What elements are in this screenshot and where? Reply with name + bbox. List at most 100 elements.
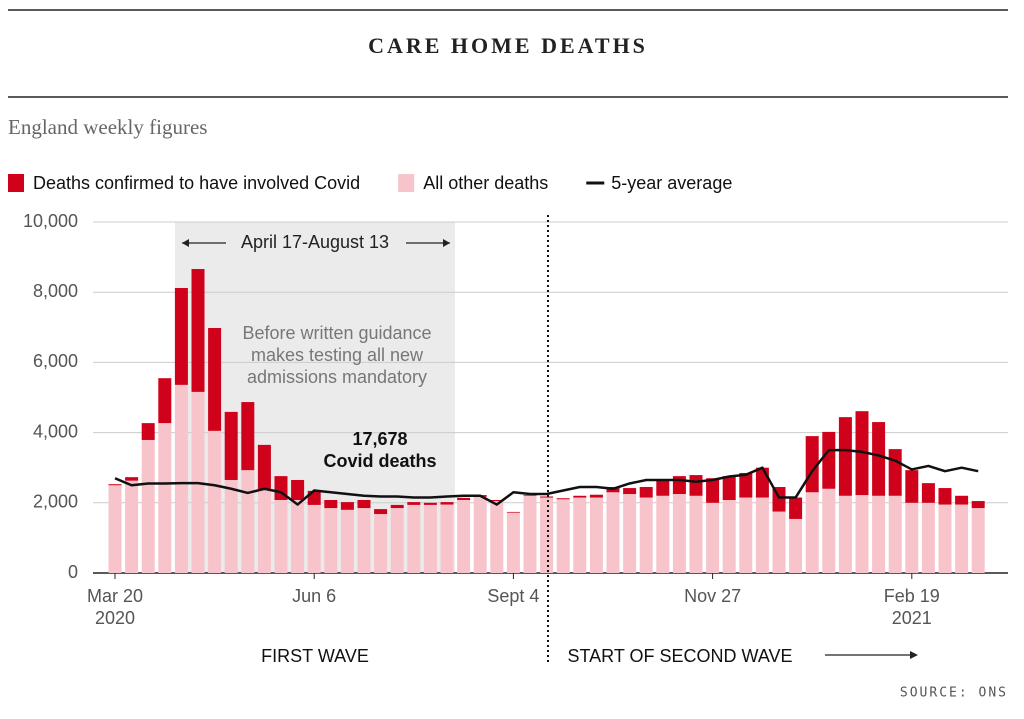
chart-subtitle: England weekly figures — [8, 115, 207, 139]
bar — [689, 495, 703, 573]
bar — [457, 497, 471, 500]
bar — [324, 508, 338, 573]
y-tick-label: 6,000 — [33, 351, 78, 371]
bar — [423, 502, 437, 505]
bar — [141, 423, 155, 440]
bar — [706, 478, 720, 503]
bar — [888, 449, 902, 496]
bar — [108, 484, 122, 486]
chart-title: CARE HOME DEATHS — [368, 33, 648, 58]
bar — [291, 499, 305, 573]
bar — [241, 470, 255, 573]
bar — [108, 485, 122, 573]
bar — [506, 511, 520, 513]
bar — [739, 497, 753, 573]
bar — [340, 509, 354, 573]
bar — [838, 417, 852, 496]
arrow-head — [910, 651, 918, 659]
bar — [755, 467, 769, 498]
bar — [955, 504, 969, 573]
bar — [357, 508, 371, 573]
bar — [623, 488, 637, 495]
bar — [739, 472, 753, 498]
bar — [822, 431, 836, 489]
bar — [722, 476, 736, 500]
bar — [374, 509, 388, 515]
bar — [955, 495, 969, 505]
bar — [208, 328, 222, 431]
bar — [390, 504, 404, 509]
x-tick-label: Jun 6 — [292, 586, 337, 606]
y-tick-label: 4,000 — [33, 421, 78, 441]
bar — [174, 287, 188, 385]
bar — [589, 497, 603, 573]
bar — [174, 384, 188, 573]
legend-label: All other deaths — [423, 173, 548, 193]
bar — [158, 423, 172, 573]
bar — [855, 495, 869, 573]
y-tick-label: 0 — [68, 562, 78, 582]
arrow-head — [182, 239, 189, 247]
bar — [158, 378, 172, 424]
bar — [307, 504, 321, 573]
bar — [357, 499, 371, 509]
bar — [490, 499, 504, 502]
bar — [291, 479, 305, 500]
bar — [755, 497, 769, 573]
bar — [423, 504, 437, 573]
bar — [938, 488, 952, 505]
bar — [506, 512, 520, 573]
bar — [440, 502, 454, 505]
total-note: 17,678 Covid deaths — [323, 429, 437, 471]
legend-label: Deaths confirmed to have involved Covid — [33, 173, 360, 193]
bar — [523, 495, 537, 573]
bar — [573, 497, 587, 573]
arrow-head — [443, 239, 450, 247]
x-tick-label: Sept 4 — [487, 586, 540, 606]
average-line — [114, 448, 979, 506]
bar — [556, 499, 570, 573]
guidance-note: Before written guidance makes testing al… — [242, 323, 432, 387]
bar — [789, 497, 803, 519]
bar — [224, 411, 238, 480]
bar — [921, 483, 935, 503]
bar — [838, 495, 852, 573]
bar — [905, 470, 919, 503]
bar — [340, 502, 354, 510]
bar — [639, 497, 653, 573]
bar — [274, 499, 288, 573]
bar — [390, 508, 404, 573]
y-tick-label: 8,000 — [33, 281, 78, 301]
bar — [407, 504, 421, 573]
bar — [689, 475, 703, 496]
legend-label: 5-year average — [611, 173, 732, 193]
bar — [656, 479, 670, 496]
bar — [191, 269, 205, 392]
bar — [141, 439, 155, 573]
y-tick-label: 2,000 — [33, 492, 78, 512]
first-wave-label: FIRST WAVE — [261, 646, 369, 666]
bar — [440, 504, 454, 573]
bar — [407, 502, 421, 505]
bar — [257, 490, 271, 573]
bar — [490, 501, 504, 573]
bar — [208, 430, 222, 573]
bar — [772, 511, 786, 573]
bar — [805, 492, 819, 573]
bar — [457, 499, 471, 573]
bar — [888, 495, 902, 573]
bar — [125, 477, 139, 481]
bar — [938, 504, 952, 573]
bar — [971, 508, 985, 573]
bar — [540, 497, 554, 573]
bar — [224, 479, 238, 573]
bar — [921, 502, 935, 573]
bar — [125, 480, 139, 573]
bar — [473, 496, 487, 573]
period-label: April 17-August 13 — [241, 232, 389, 252]
bar — [872, 422, 886, 496]
bar — [241, 402, 255, 471]
bar — [789, 518, 803, 573]
bar — [556, 498, 570, 500]
